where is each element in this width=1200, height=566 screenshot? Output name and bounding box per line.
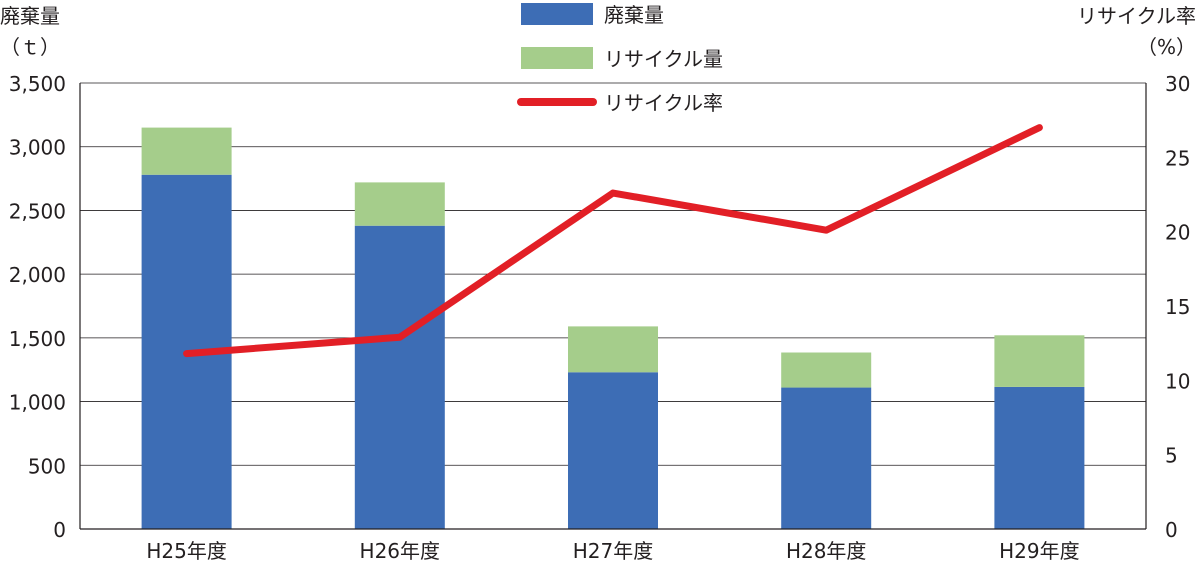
legend-swatch-recycle-amount (521, 47, 593, 69)
bar-waste (994, 386, 1085, 529)
legend-label-waste: 廃棄量 (604, 3, 664, 27)
left-tick-label: 500 (28, 454, 66, 478)
recycle-rate-point (183, 350, 190, 357)
right-tick-label: 20 (1165, 221, 1190, 245)
x-tick-label: H25年度 (146, 539, 227, 563)
right-axis-unit: （%） (1137, 35, 1196, 59)
legend-label-recycle-amount: リサイクル量 (604, 47, 723, 71)
right-tick-label: 15 (1165, 295, 1190, 319)
x-tick-label: H26年度 (360, 539, 441, 563)
bar-waste (568, 372, 658, 529)
x-tick-label: H29年度 (999, 539, 1080, 563)
left-tick-label: 2,000 (9, 263, 66, 287)
bar-recycle-amount (141, 127, 232, 175)
bar-recycle-amount (568, 326, 658, 373)
recycle-rate-point (396, 334, 403, 341)
recycle-rate-point (610, 190, 616, 197)
right-tick-label: 30 (1165, 72, 1190, 96)
right-axis-ticks: 0 5 10 15 20 25 30 (1165, 72, 1190, 542)
left-axis-unit: （ｔ） (0, 35, 60, 59)
bar-waste (781, 387, 872, 529)
left-tick-label: 3,500 (9, 72, 66, 96)
right-tick-label: 10 (1165, 369, 1190, 393)
recycle-rate-line (183, 124, 1043, 358)
bar-recycle-amount (994, 335, 1085, 387)
legend: 廃棄量 リサイクル量 リサイクル率 (517, 3, 723, 115)
right-tick-label: 5 (1165, 444, 1178, 468)
legend-swatch-waste (521, 3, 593, 25)
right-tick-label: 0 (1165, 518, 1178, 542)
left-tick-label: 0 (53, 518, 66, 542)
x-tick-label: H28年度 (786, 539, 867, 563)
left-tick-label: 2,500 (9, 199, 66, 223)
bar-waste (354, 225, 445, 529)
bars (141, 127, 1085, 529)
left-axis-ticks: 0 500 1,000 1,500 2,000 2,500 3,000 3,500 (9, 72, 66, 542)
bar-recycle-amount (354, 182, 445, 226)
right-axis-label: リサイクル率 (1077, 4, 1196, 28)
recycle-rate-point (823, 227, 830, 234)
left-tick-label: 1,500 (9, 327, 66, 351)
recycle-rate-point (1036, 124, 1043, 131)
axes (79, 83, 1147, 530)
bar-recycle-amount (781, 352, 872, 388)
left-axis-label: 廃棄量 (0, 4, 60, 28)
x-axis-ticks: H25年度 H26年度 H27年度 H28年度 H29年度 (146, 539, 1079, 563)
legend-label-recycle-rate: リサイクル率 (604, 91, 723, 115)
left-tick-label: 3,000 (9, 136, 66, 160)
recycle-rate-line-group (183, 124, 1043, 358)
x-tick-label: H27年度 (573, 539, 654, 563)
left-tick-label: 1,000 (9, 391, 66, 415)
right-tick-label: 25 (1165, 146, 1190, 170)
